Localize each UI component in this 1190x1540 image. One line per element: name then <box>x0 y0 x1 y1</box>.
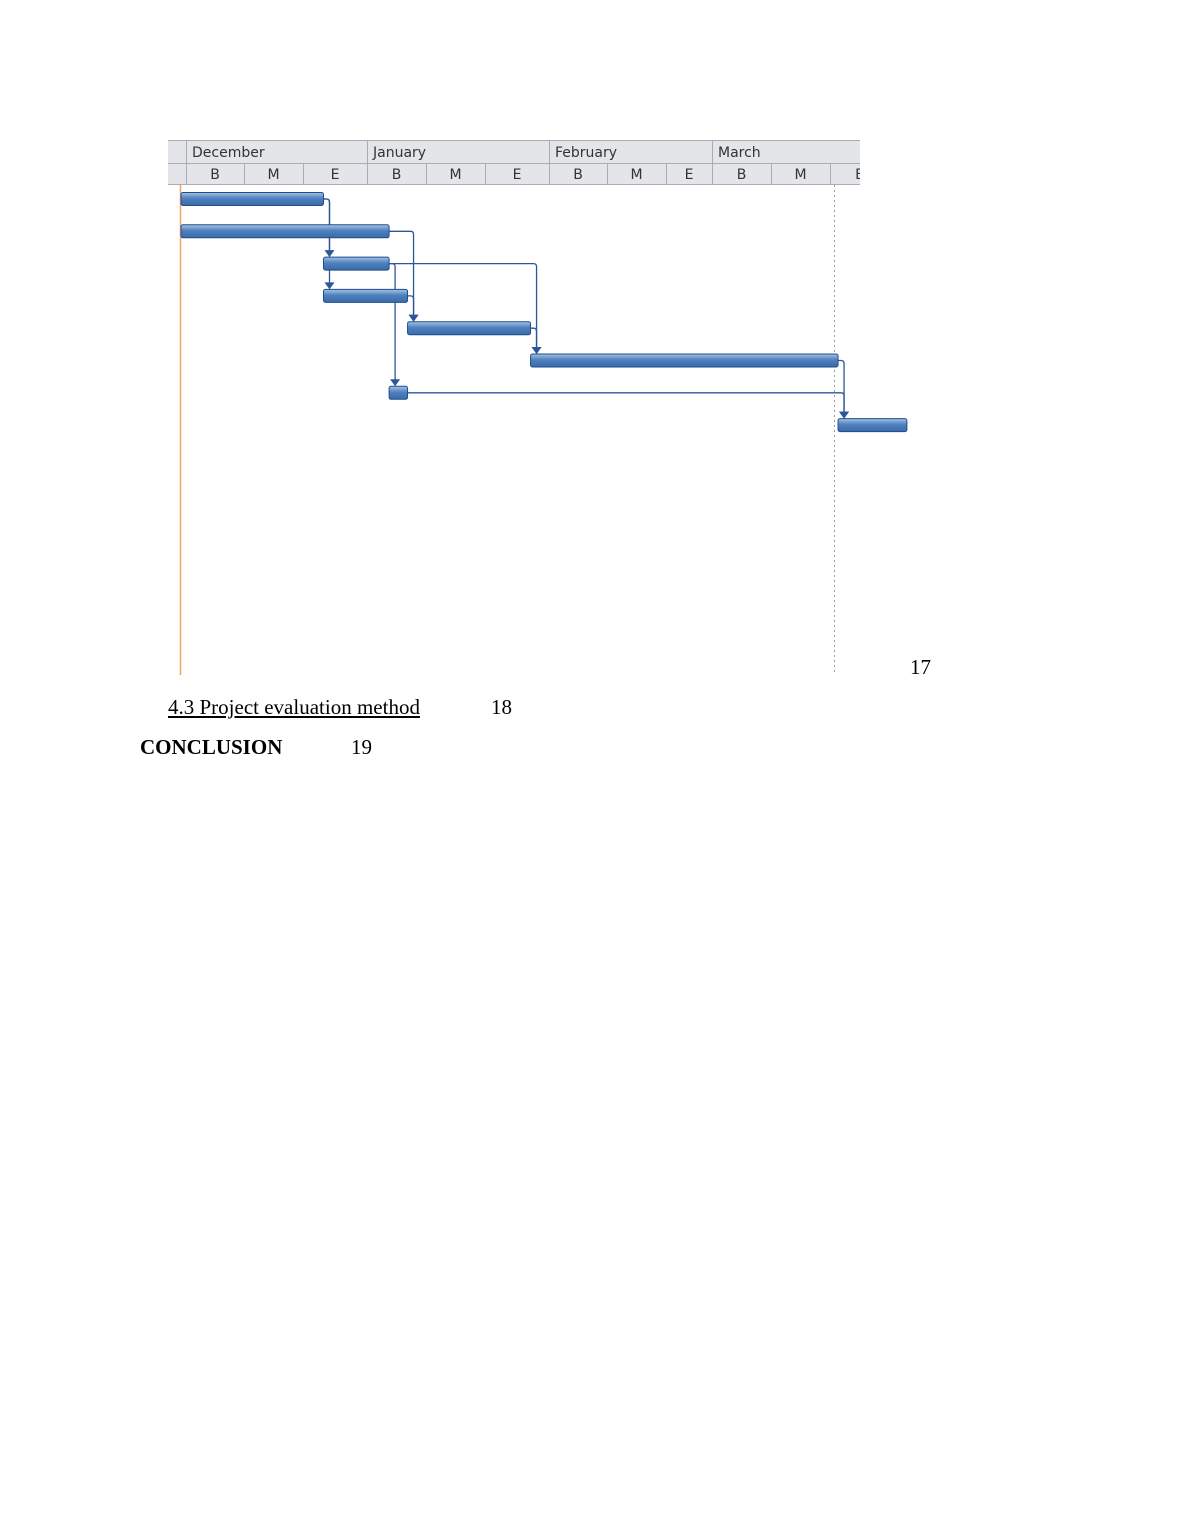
task-bar[interactable] <box>837 418 908 433</box>
toc-page-number: 18 <box>491 695 512 719</box>
task-bar[interactable] <box>388 385 409 400</box>
period-label: E <box>331 167 340 183</box>
task-bar[interactable] <box>530 353 839 368</box>
dependency-link <box>407 295 415 317</box>
dependency-link <box>389 230 415 317</box>
task-bar[interactable] <box>323 256 390 271</box>
period-label: M <box>794 167 806 183</box>
dependency-arrow-icon <box>839 411 850 419</box>
period-label: M <box>449 167 461 183</box>
dependency-link <box>407 392 845 414</box>
toc-entry-project-evaluation: 4.3 Project evaluation method <box>168 695 420 720</box>
month-label: March <box>718 145 761 161</box>
period-label: B <box>392 167 402 183</box>
dependency-link <box>323 198 331 285</box>
timescale-header <box>168 140 860 185</box>
period-label: B <box>573 167 583 183</box>
dependency-arrow-icon <box>408 314 419 322</box>
period-label: E <box>855 167 864 183</box>
dependency-link <box>389 262 396 382</box>
month-label: January <box>372 145 426 161</box>
gantt-chart: December January February March B M E B M E B M E B M E <box>168 140 908 675</box>
period-label: E <box>513 167 522 183</box>
toc-link-project-evaluation[interactable]: 4.3 Project evaluation method <box>168 695 420 719</box>
task-bar[interactable] <box>180 192 324 206</box>
period-label: B <box>210 167 220 183</box>
toc-page-number-previous: 17 <box>910 655 931 679</box>
period-label: B <box>737 167 747 183</box>
task-bar[interactable] <box>180 224 390 239</box>
period-label: E <box>685 167 694 183</box>
toc-entry-conclusion[interactable]: CONCLUSION <box>140 735 283 759</box>
dependency-link <box>530 327 538 349</box>
period-label: M <box>630 167 642 183</box>
dependency-arrow-icon <box>324 282 335 290</box>
task-bar[interactable] <box>323 288 409 303</box>
toc-page-number: 19 <box>351 735 372 759</box>
month-label: February <box>555 145 617 161</box>
dependency-arrow-icon <box>390 379 401 387</box>
task-bar[interactable] <box>407 321 532 336</box>
dependency-link <box>389 262 538 349</box>
month-label: December <box>192 145 265 161</box>
dependency-link <box>838 359 845 414</box>
period-label: M <box>267 167 279 183</box>
dependency-arrow-icon <box>531 347 542 354</box>
